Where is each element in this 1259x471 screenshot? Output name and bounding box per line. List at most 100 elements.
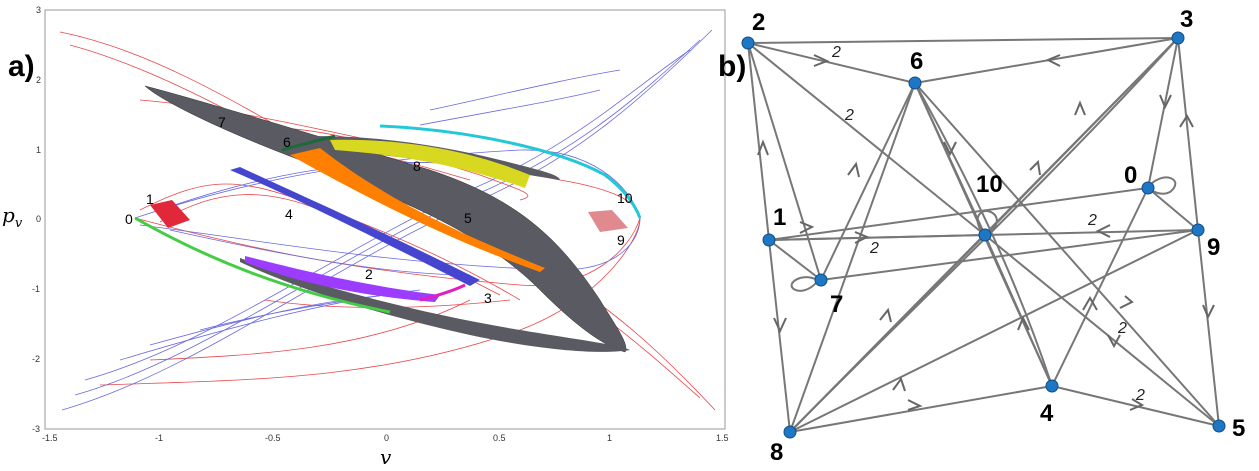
edge bbox=[1147, 187, 1199, 231]
edge bbox=[914, 37, 1179, 84]
region-8 bbox=[330, 139, 530, 188]
x-tick: -1.5 bbox=[42, 433, 58, 443]
node-label: 8 bbox=[770, 439, 783, 466]
arrowhead bbox=[757, 139, 769, 156]
node-label: 2 bbox=[752, 9, 765, 36]
self-loop-10 bbox=[976, 210, 998, 235]
arrowhead bbox=[1119, 295, 1134, 309]
region-1 bbox=[150, 200, 190, 228]
edge bbox=[1051, 187, 1149, 387]
panel-a-label: a) bbox=[8, 50, 35, 83]
arrowhead bbox=[847, 161, 860, 178]
arrowhead bbox=[773, 317, 787, 334]
region-2 bbox=[245, 256, 440, 302]
node-6 bbox=[908, 76, 922, 90]
node-3 bbox=[1171, 31, 1185, 45]
y-tick: -1 bbox=[32, 284, 40, 294]
region-label: 2 bbox=[365, 266, 373, 282]
x-axis-label: v bbox=[380, 445, 392, 469]
y-tick: 1 bbox=[36, 145, 41, 155]
edge bbox=[914, 82, 1053, 387]
edge bbox=[747, 42, 822, 281]
self-loop-7 bbox=[790, 276, 819, 292]
edge-weight: 2 bbox=[831, 44, 841, 61]
arrowhead bbox=[879, 307, 892, 323]
region-label: 4 bbox=[285, 206, 293, 222]
arrowhead bbox=[1095, 224, 1111, 238]
edge-weight: 2 bbox=[869, 240, 879, 257]
region-label: 3 bbox=[484, 290, 492, 306]
x-tick: 0 bbox=[384, 433, 389, 443]
y-tick-labels: 3 2 1 0 -1 -2 -3 bbox=[32, 5, 41, 434]
y-tick: 3 bbox=[36, 5, 41, 15]
x-tick: -1 bbox=[155, 433, 163, 443]
region-label: 1 bbox=[146, 191, 154, 207]
node-label: 6 bbox=[910, 48, 923, 75]
edge bbox=[1197, 229, 1220, 427]
node-labels: 0 1 2 3 4 5 6 7 8 9 10 bbox=[752, 6, 1245, 466]
edge bbox=[984, 234, 1053, 387]
edge bbox=[747, 42, 986, 236]
node-10 bbox=[978, 228, 992, 242]
region-3-edge bbox=[419, 283, 466, 302]
edge-weight: 2 bbox=[1135, 387, 1145, 404]
edge bbox=[984, 234, 1220, 427]
x-tick: 1 bbox=[607, 433, 612, 443]
x-tick: 1.5 bbox=[716, 433, 729, 443]
arrowhead bbox=[1202, 304, 1215, 320]
arrowhead bbox=[1107, 334, 1121, 349]
y-axis-label: pv bbox=[2, 203, 23, 231]
y-tick: 0 bbox=[36, 214, 41, 224]
node-8 bbox=[783, 425, 797, 439]
node-label: 9 bbox=[1207, 234, 1220, 261]
plot-frame bbox=[44, 9, 726, 430]
edge bbox=[789, 234, 986, 433]
y-tick: 2 bbox=[36, 75, 41, 85]
x-tick: 0.5 bbox=[493, 433, 506, 443]
node-label: 3 bbox=[1180, 6, 1193, 33]
region-6-edge bbox=[281, 134, 336, 152]
region-label: 0 bbox=[125, 211, 133, 227]
node-1 bbox=[762, 233, 776, 247]
panel-a: a) bbox=[2, 5, 729, 469]
arrowhead bbox=[1029, 159, 1041, 176]
self-loop-0 bbox=[1149, 176, 1177, 195]
region-4 bbox=[230, 167, 480, 286]
edge bbox=[789, 82, 916, 433]
edge bbox=[1147, 37, 1179, 189]
region-label: 10 bbox=[617, 190, 633, 206]
edge bbox=[1051, 385, 1220, 427]
node-0 bbox=[1141, 181, 1155, 195]
node-2 bbox=[741, 36, 755, 50]
y-tick: -2 bbox=[32, 354, 40, 364]
arrowhead bbox=[907, 399, 923, 411]
edge bbox=[768, 239, 822, 281]
arrowhead bbox=[1074, 100, 1086, 116]
node-4 bbox=[1045, 379, 1059, 393]
arrowhead bbox=[1129, 398, 1145, 411]
node-label: 7 bbox=[830, 291, 843, 318]
x-tick-labels: -1.5 -1 -0.5 0 0.5 1 1.5 bbox=[42, 433, 729, 443]
arrowhead bbox=[943, 141, 957, 157]
node-label: 0 bbox=[1124, 162, 1137, 189]
edge bbox=[1177, 37, 1199, 231]
region-label: 8 bbox=[413, 158, 421, 174]
arrowhead bbox=[1082, 296, 1098, 311]
arrowhead bbox=[1045, 54, 1061, 67]
region-label: 6 bbox=[283, 134, 291, 150]
region-0-edge bbox=[134, 216, 391, 314]
edge-weight: 2 bbox=[1087, 212, 1097, 229]
region-labels: 0 1 2 3 4 5 6 7 8 9 10 bbox=[125, 114, 633, 306]
node-label: 10 bbox=[976, 171, 1003, 198]
arrowhead bbox=[1179, 114, 1194, 128]
node-7 bbox=[814, 273, 828, 287]
x-tick: -0.5 bbox=[265, 433, 281, 443]
arrowhead bbox=[799, 221, 815, 234]
edge bbox=[820, 82, 916, 281]
node-5 bbox=[1212, 419, 1226, 433]
node-label: 4 bbox=[1040, 400, 1054, 427]
region-bottom-band bbox=[240, 258, 630, 352]
y-tick: -3 bbox=[32, 424, 40, 434]
arrowhead bbox=[854, 231, 870, 244]
